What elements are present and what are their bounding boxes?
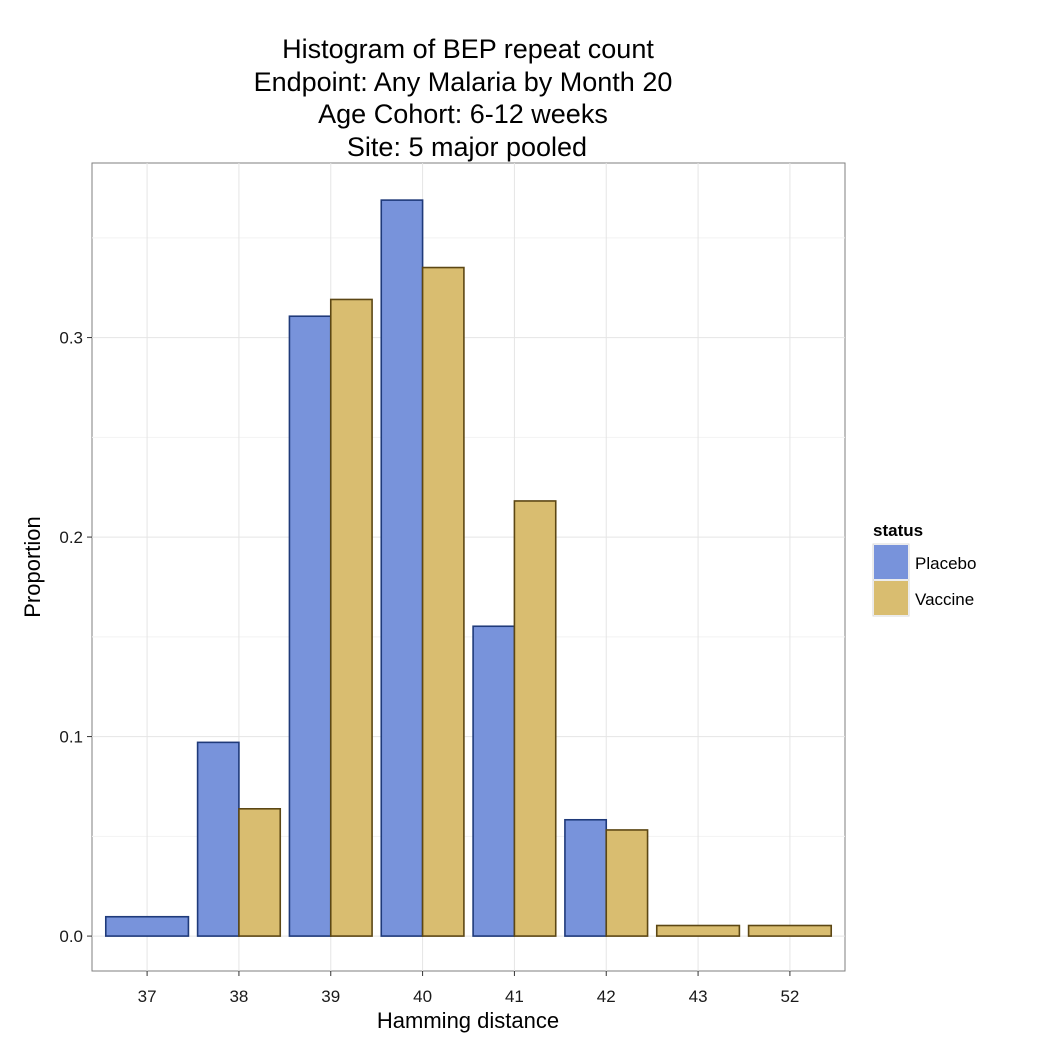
y-tick-label: 0.2 <box>59 528 83 547</box>
bar-vaccine-41 <box>513 500 557 937</box>
bar-placebo-38 <box>196 741 240 937</box>
legend-label-placebo: Placebo <box>915 554 976 573</box>
y-tick-label: 0.0 <box>59 927 83 946</box>
bar-vaccine-40 <box>421 266 465 937</box>
x-tick-label: 37 <box>138 987 157 1006</box>
legend: status Placebo Vaccine <box>872 521 976 617</box>
bar-vaccine-52 <box>747 924 833 937</box>
legend-item-placebo: Placebo <box>872 543 976 581</box>
y-tick-label: 0.3 <box>59 329 83 348</box>
title-line-3: Age Cohort: 6-12 weeks <box>318 99 608 129</box>
legend-title: status <box>873 521 923 540</box>
bars <box>104 199 833 937</box>
y-axis-title: Proportion <box>20 516 45 618</box>
bar-placebo-40 <box>380 199 424 937</box>
x-axis-title: Hamming distance <box>377 1008 559 1033</box>
x-tick-label: 42 <box>597 987 616 1006</box>
bar-vaccine-43 <box>655 924 741 937</box>
x-tick-label: 43 <box>689 987 708 1006</box>
title-line-4: Site: 5 major pooled <box>347 132 587 162</box>
bar-vaccine-42 <box>605 829 649 937</box>
x-tick-label: 41 <box>505 987 524 1006</box>
bar-placebo-42 <box>564 818 608 937</box>
x-axis: 37 38 39 40 41 42 43 52 <box>138 971 799 1006</box>
legend-swatch-placebo <box>874 545 908 579</box>
title-line-1: Histogram of BEP repeat count <box>282 34 654 64</box>
y-tick-label: 0.1 <box>59 728 83 747</box>
bar-vaccine-38 <box>238 808 282 937</box>
x-tick-label: 52 <box>780 987 799 1006</box>
bar-placebo-37 <box>104 915 190 937</box>
bar-placebo-41 <box>472 625 516 937</box>
bar-vaccine-39 <box>329 298 373 937</box>
chart-title: Histogram of BEP repeat count Endpoint: … <box>254 34 673 162</box>
title-line-2: Endpoint: Any Malaria by Month 20 <box>254 67 673 97</box>
bar-placebo-39 <box>288 315 332 937</box>
x-tick-label: 38 <box>229 987 248 1006</box>
legend-label-vaccine: Vaccine <box>915 590 974 609</box>
legend-item-vaccine: Vaccine <box>872 579 974 617</box>
y-axis: 0.0 0.1 0.2 0.3 <box>59 329 92 946</box>
legend-swatch-vaccine <box>874 581 908 615</box>
x-tick-label: 39 <box>321 987 340 1006</box>
x-tick-label: 40 <box>413 987 432 1006</box>
